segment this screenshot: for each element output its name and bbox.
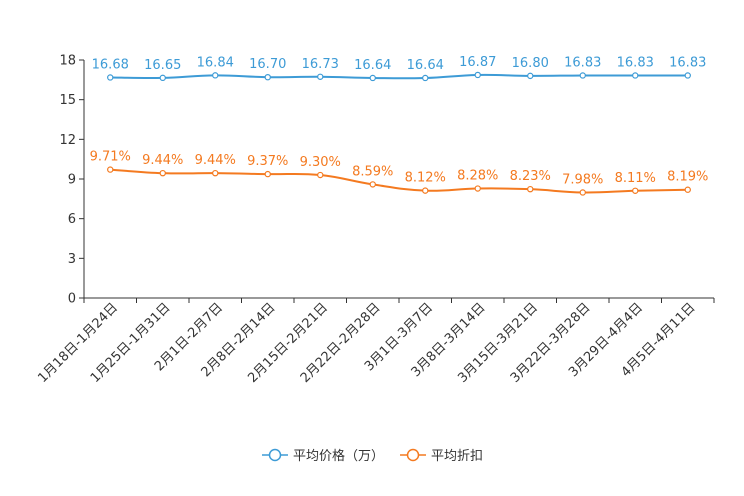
data-label: 16.73 — [302, 57, 339, 72]
data-label: 16.68 — [92, 57, 129, 72]
data-point[interactable] — [579, 72, 586, 79]
data-point[interactable] — [317, 73, 324, 80]
data-point[interactable] — [474, 185, 481, 192]
legend-item-1[interactable]: 平均价格（万） — [262, 448, 384, 464]
data-point[interactable] — [159, 169, 166, 177]
data-point[interactable] — [212, 72, 219, 79]
data-label: 7.98% — [562, 172, 603, 187]
series-line — [110, 168, 688, 194]
data-label: 8.11% — [615, 171, 656, 186]
data-point[interactable] — [317, 171, 324, 179]
data-point[interactable] — [632, 187, 639, 194]
y-tick-label: 18 — [59, 54, 76, 69]
data-point[interactable] — [369, 74, 376, 82]
data-point[interactable] — [422, 187, 429, 194]
data-label: 9.37% — [247, 154, 288, 169]
legend-marker-icon — [406, 448, 420, 462]
legend-marker-icon — [268, 448, 282, 462]
series-1: 16.68 16.65 16.84 16.70 16.73 16.64 16.64 16.87… — [92, 55, 706, 82]
data-point[interactable] — [264, 73, 271, 81]
axes: 03691215181月18日-1月24日1月25日-1月31日2月1日-2月7… — [35, 54, 715, 386]
data-point[interactable] — [474, 71, 481, 79]
series-layer: 16.68 16.65 16.84 16.70 16.73 16.64 16.64 16.87… — [90, 55, 708, 196]
data-point[interactable] — [369, 181, 376, 188]
legend-item-2[interactable]: 平均折扣 — [400, 448, 483, 464]
data-point[interactable] — [212, 169, 219, 177]
data-label: 8.12% — [405, 171, 446, 186]
data-point[interactable] — [159, 74, 166, 82]
data-label: 16.64 — [354, 58, 391, 73]
y-tick-label: 9 — [68, 173, 76, 188]
data-label: 16.83 — [617, 55, 654, 70]
data-label: 16.64 — [407, 58, 444, 73]
data-label: 9.44% — [142, 153, 183, 168]
data-label: 16.70 — [249, 57, 286, 72]
y-tick-label: 6 — [68, 212, 76, 227]
data-label: 9.44% — [195, 153, 236, 168]
data-point[interactable] — [579, 189, 586, 196]
legend-label: 平均价格（万） — [293, 448, 384, 464]
data-label: 16.80 — [512, 56, 549, 71]
data-label: 16.83 — [564, 55, 601, 70]
data-label: 16.84 — [197, 55, 234, 70]
y-tick-label: 3 — [68, 252, 76, 267]
data-label: 9.30% — [300, 155, 341, 170]
data-point[interactable] — [107, 74, 114, 81]
data-label: 8.23% — [510, 169, 551, 184]
y-tick-label: 0 — [68, 292, 76, 307]
series-2: 9.71% 9.44% 9.44% 9.37% 9.30% 8.59% 8.12% 8.28%… — [90, 150, 708, 196]
data-point[interactable] — [527, 72, 534, 80]
data-label: 9.71% — [90, 150, 131, 165]
y-tick-label: 12 — [59, 133, 76, 148]
data-point[interactable] — [684, 186, 691, 193]
data-label: 8.59% — [352, 164, 393, 179]
data-point[interactable] — [107, 166, 114, 173]
data-point[interactable] — [264, 170, 271, 178]
data-label: 16.83 — [669, 55, 706, 70]
data-label: 8.19% — [667, 170, 708, 185]
data-point[interactable] — [632, 72, 639, 79]
legend: 平均价格（万） 平均折扣 — [262, 448, 483, 464]
data-point[interactable] — [684, 72, 691, 79]
data-point[interactable] — [527, 185, 534, 193]
data-point[interactable] — [422, 74, 429, 82]
data-label: 16.65 — [144, 58, 181, 73]
legend-label: 平均折扣 — [431, 449, 483, 464]
series-line — [110, 73, 688, 80]
data-label: 8.28% — [457, 169, 498, 184]
data-label: 16.87 — [459, 55, 496, 70]
y-tick-label: 15 — [59, 93, 76, 108]
